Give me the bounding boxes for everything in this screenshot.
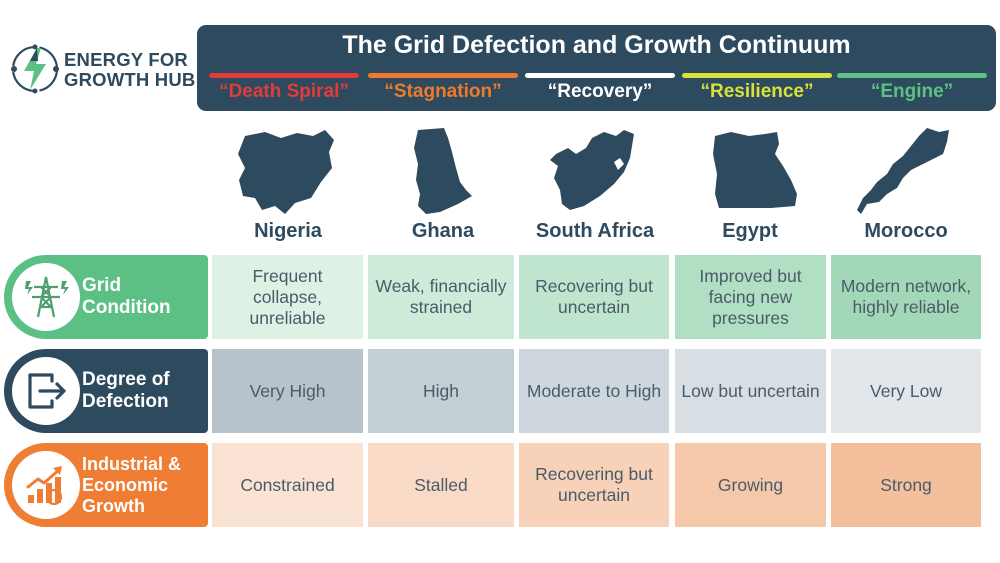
morocco-map-icon — [857, 128, 949, 214]
logo-text: ENERGY FOR GROWTH HUB — [64, 50, 195, 90]
row-title-line: Growth — [82, 495, 145, 516]
power-tower-icon — [25, 276, 69, 318]
cell-grid-morocco: Modern network, highly reliable — [831, 255, 981, 339]
row-label-industrial-economic-growth: Industrial & Economic Growth — [4, 443, 208, 527]
row-title-line: Grid — [82, 275, 122, 296]
logo: ENERGY FOR GROWTH HUB — [8, 40, 198, 102]
stage-stagnation: “Stagnation” — [368, 73, 518, 107]
stage-death-spiral: “Death Spiral” — [209, 73, 359, 107]
energy-hub-logo-icon — [11, 44, 59, 94]
row-title-line: Economic — [82, 474, 169, 495]
cell-grid-south-africa: Recovering but uncertain — [519, 255, 669, 339]
ghana-map-icon — [414, 128, 472, 214]
cell-grid-ghana: Weak, financially strained — [368, 255, 514, 339]
row-label-degree-of-defection: Degree of Defection — [4, 349, 208, 433]
stage-bar — [368, 73, 518, 78]
row-icon-circle — [12, 451, 80, 519]
egypt-map-icon — [713, 132, 797, 208]
cell-growth-ghana: Stalled — [368, 443, 514, 527]
stage-label: “Stagnation” — [384, 81, 502, 102]
row-title: Degree of Defection — [82, 349, 204, 433]
exit-icon — [28, 373, 66, 409]
country-name: Egypt — [722, 220, 778, 242]
logo-line-1: ENERGY FOR — [64, 49, 188, 70]
row-title: Industrial & Economic Growth — [82, 443, 204, 527]
row-title-line: Condition — [82, 297, 171, 318]
row-icon-circle — [12, 263, 80, 331]
row-title-line: Degree of — [82, 369, 170, 390]
cell-growth-nigeria: Constrained — [212, 443, 363, 527]
diagram-title: The Grid Defection and Growth Continuum — [342, 31, 851, 59]
south-africa-map-icon — [550, 130, 634, 210]
logo-line-2: GROWTH HUB — [64, 69, 196, 90]
cell-growth-egypt: Growing — [675, 443, 826, 527]
country-nigeria: Nigeria — [213, 124, 363, 246]
cell-defection-nigeria: Very High — [212, 349, 363, 433]
cell-defection-egypt: Low but uncertain — [675, 349, 826, 433]
country-egypt: Egypt — [675, 124, 825, 246]
row-title-line: Defection — [82, 391, 169, 412]
country-name: South Africa — [535, 220, 655, 242]
cell-growth-south-africa: Recovering but uncertain — [519, 443, 669, 527]
stage-label: “Recovery” — [547, 81, 653, 102]
stage-bar — [525, 73, 675, 78]
country-ghana: Ghana — [368, 124, 518, 246]
stage-resilience: “Resilience” — [682, 73, 832, 107]
cell-growth-morocco: Strong — [831, 443, 981, 527]
cell-grid-egypt: Improved but facing new pressures — [675, 255, 826, 339]
country-name: Morocco — [864, 220, 948, 242]
stage-label: “Resilience” — [700, 81, 814, 102]
stage-bar — [209, 73, 359, 78]
cell-defection-ghana: High — [368, 349, 514, 433]
cell-defection-south-africa: Moderate to High — [519, 349, 669, 433]
stage-bar — [682, 73, 832, 78]
row-label-grid-condition: Grid Condition — [4, 255, 208, 339]
country-name: Ghana — [411, 220, 475, 242]
row-title: Grid Condition — [82, 255, 204, 339]
stage-recovery: “Recovery” — [525, 73, 675, 107]
header-panel: The Grid Defection and Growth Continuum … — [197, 25, 996, 111]
stage-bar — [837, 73, 987, 78]
growth-chart-icon — [26, 466, 63, 506]
country-name: Nigeria — [254, 220, 322, 242]
cell-defection-morocco: Very Low — [831, 349, 981, 433]
stage-label: “Death Spiral” — [219, 81, 349, 102]
row-icon-circle — [12, 357, 80, 425]
stage-label: “Engine” — [870, 81, 954, 102]
nigeria-map-icon — [238, 130, 334, 214]
country-morocco: Morocco — [831, 124, 981, 246]
cell-grid-nigeria: Frequent collapse, unreliable — [212, 255, 363, 339]
country-south-africa: South Africa — [520, 124, 670, 246]
stage-engine: “Engine” — [837, 73, 987, 107]
row-title-line: Industrial & — [82, 453, 182, 474]
